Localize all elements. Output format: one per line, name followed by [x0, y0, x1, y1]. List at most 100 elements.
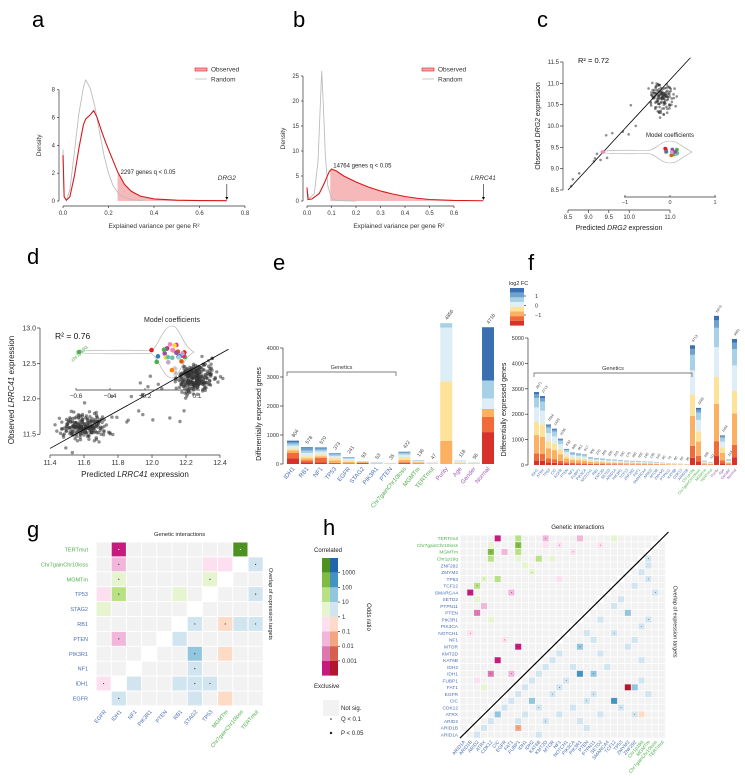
- heatmap-cell: [522, 576, 529, 582]
- data-point: [176, 378, 181, 382]
- heatmap-cell: [142, 542, 157, 557]
- coefficient-point: [663, 146, 668, 151]
- row-label: ARID2: [444, 719, 458, 725]
- heatmap-cell: [522, 569, 529, 576]
- heatmap-cell: [535, 684, 542, 691]
- bar-segment: [552, 462, 557, 465]
- heatmap-cell: [570, 636, 577, 643]
- row-label: EGFR: [73, 696, 88, 702]
- heatmap-cell: [535, 569, 542, 576]
- heatmap-cell: [617, 670, 624, 677]
- heatmap-cell: [556, 677, 563, 684]
- bar-segment: [287, 452, 299, 459]
- bar-segment: [287, 443, 299, 446]
- heatmap-cell: [645, 582, 652, 589]
- panel-label-h: h: [323, 515, 335, 540]
- bar-segment: [708, 462, 713, 464]
- heatmap-cell: [652, 670, 659, 677]
- y-axis-label-part: expression: [7, 336, 16, 377]
- heatmap-cell: [597, 603, 604, 610]
- bar-segment: [570, 459, 575, 464]
- bar-segment: [624, 461, 629, 463]
- bar-value-label: 570: [319, 435, 329, 445]
- diagonal-divider: [459, 531, 669, 739]
- heatmap-cell: [542, 697, 549, 704]
- heatmap-cell: [202, 587, 218, 602]
- bar-value-label: 1164: [721, 425, 729, 434]
- heatmap-cell: [460, 569, 467, 576]
- heatmap-cell: [597, 670, 604, 677]
- heatmap-cell: [515, 697, 522, 704]
- heatmap-cell: [597, 569, 604, 576]
- heatmap-cell: [549, 718, 556, 725]
- heatmap-cell: [617, 636, 624, 643]
- heatmap-cell: [501, 684, 508, 691]
- heatmap-cell: [611, 664, 618, 670]
- r-squared-label: R² = 0.76: [55, 331, 90, 341]
- col-label: IDH1: [111, 709, 124, 722]
- heatmap-cell: [570, 697, 577, 704]
- bar-segment: [714, 456, 719, 465]
- significance-annotation: 14764 genes q < 0.05: [333, 164, 392, 170]
- heatmap-cell: [233, 646, 248, 661]
- bar-segment: [328, 463, 341, 464]
- data-point: [665, 105, 668, 109]
- heatmap-cell-significant: [624, 609, 631, 616]
- heatmap-cell: [638, 704, 645, 711]
- heatmap-cell-significant: [535, 555, 542, 562]
- data-point: [96, 431, 101, 435]
- heatmap-cell: [652, 724, 659, 731]
- data-point: [201, 381, 206, 385]
- bar-TP53: [328, 453, 341, 464]
- q-marker: [255, 563, 257, 565]
- heatmap-cell: [522, 677, 529, 684]
- data-point: [97, 440, 101, 444]
- heatmap-cell: [563, 582, 570, 589]
- heatmap-cell: [631, 603, 638, 610]
- heatmap-cell: [501, 677, 508, 684]
- legend-label-random: Random: [211, 77, 236, 84]
- q-marker: [538, 707, 540, 709]
- heatmap-cell: [535, 616, 542, 623]
- heatmap-cell: [96, 542, 111, 557]
- heatmap-cell: [549, 576, 556, 582]
- heatmap-cell: [535, 603, 542, 610]
- heatmap-cell: [494, 724, 501, 731]
- col-label: NF1: [552, 739, 563, 750]
- heatmap-cell: [638, 691, 645, 698]
- heatmap-cell: [474, 724, 481, 731]
- bar-segment: [660, 464, 665, 465]
- bar-MGMTm: [702, 460, 707, 465]
- bar-segment: [534, 460, 539, 465]
- heatmap-cell: [494, 731, 501, 738]
- heatmap-cell: [570, 555, 577, 562]
- category-label: TP53: [542, 468, 551, 478]
- col-label: PTEN: [155, 709, 169, 724]
- bar-segment: [300, 447, 313, 449]
- heatmap-cell: [590, 643, 597, 650]
- heatmap-cell: [460, 643, 467, 650]
- data-point: [110, 415, 114, 419]
- bar-segment: [702, 461, 707, 462]
- heatmap-cell: [542, 724, 549, 731]
- heatmap-cell: [638, 630, 645, 637]
- heatmap-cell: [549, 623, 556, 630]
- heatmap-cell: [604, 643, 611, 650]
- y-tick-label: 2000: [512, 412, 524, 418]
- heatmap-cell: [638, 684, 645, 691]
- bar-segment: [720, 460, 725, 464]
- heatmap-cell: [652, 596, 659, 603]
- heatmap-cell: [590, 711, 597, 718]
- heatmap-cell: [556, 569, 563, 576]
- heatmap-cell: [604, 569, 611, 576]
- bar-segment: [300, 462, 313, 464]
- heatmap-cell: [549, 548, 556, 555]
- category-label: Purity: [710, 468, 719, 478]
- heatmap-cell: [508, 718, 515, 725]
- category-label: IDH1: [283, 466, 297, 481]
- bar-segment: [726, 462, 731, 465]
- bar-segment: [714, 315, 719, 321]
- heatmap-cell: [111, 602, 126, 616]
- x-axis-label-part: expression: [627, 225, 663, 232]
